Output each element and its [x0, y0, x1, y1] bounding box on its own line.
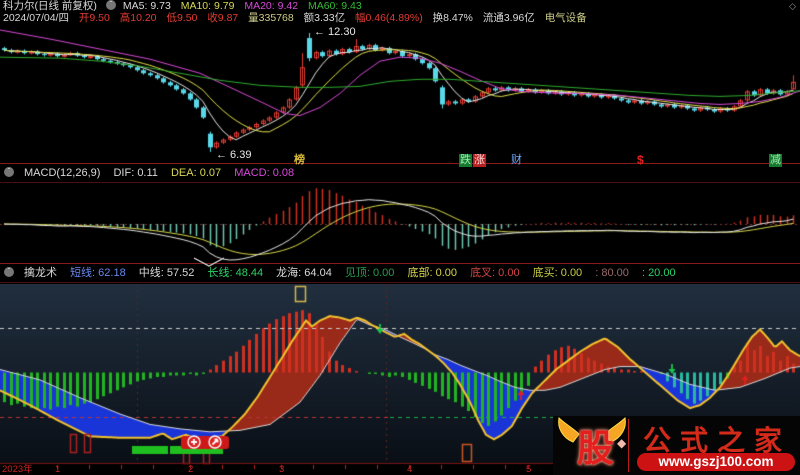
ma20-label: MA20: 9.42: [244, 0, 299, 12]
open-label: 开9.50: [78, 12, 110, 24]
quote-info-bar: 2024/07/04/四 开9.50 高10.20 低9.50 收9.87 量3…: [0, 12, 800, 25]
axis-month-4: 4: [407, 464, 413, 475]
bottom-buy-value: 底买: 0.00: [532, 267, 583, 279]
top-signal-value: 见顶: 0.00: [344, 267, 395, 279]
volume-label: 量335768: [248, 12, 294, 24]
axis-year-label: 2023年: [2, 464, 33, 475]
corner-diamond-icon[interactable]: ◇: [789, 1, 796, 11]
watermark-char-bang: 榜: [294, 154, 305, 166]
panel-divider-2[interactable]: [0, 263, 800, 264]
change-label: 幅0.46(4.89%): [355, 12, 423, 24]
axis-month-1: 1: [55, 464, 61, 475]
short-line-value: 短线: 62.18: [70, 267, 126, 279]
level-high-label: : 80.00: [595, 267, 629, 279]
collapse-macd-icon[interactable]: ˇ: [4, 167, 14, 178]
float-cap-label: 流通3.96亿: [482, 12, 535, 24]
dragon-header-underline: [0, 282, 800, 283]
macd-header-underline: [0, 182, 800, 183]
axis-month-2: 2: [188, 464, 194, 475]
watermark-char-dollar: $: [637, 153, 644, 167]
close-label: 收9.87: [207, 12, 239, 24]
watermark-char-die: 跌: [459, 154, 472, 167]
watermark-site-name: 公式之家: [642, 426, 791, 457]
bottom-signal-value: 底部: 0.00: [407, 267, 457, 279]
amount-label: 额3.33亿: [303, 12, 346, 24]
indicator-name: 擒龙术: [24, 267, 57, 279]
high-annotation: ← 12.30: [314, 26, 356, 38]
panel-divider-1[interactable]: [0, 163, 800, 164]
watermark-divider: [628, 419, 629, 472]
watermark-diamond-icon: ◆: [617, 436, 627, 450]
ma5-label: MA5: 9.73: [122, 0, 171, 12]
mid-line-value: 中线: 57.52: [138, 267, 195, 279]
macd-chart[interactable]: [0, 183, 800, 263]
longhai-value: 龙海: 64.04: [276, 267, 332, 279]
level-low-label: : 20.00: [641, 267, 676, 279]
stock-title: 科力尔(日线 前复权): [3, 0, 97, 12]
ma60-label: MA60: 9.43: [307, 0, 362, 12]
dif-value: DIF: 0.11: [113, 167, 158, 179]
watermark-char-zhang: 涨: [473, 154, 486, 167]
macd-title: MACD(12,26,9): [24, 167, 101, 179]
collapse-price-icon[interactable]: ˇ: [105, 0, 116, 11]
axis-month-5: 5: [526, 464, 532, 475]
site-watermark: 股 ◆ 公式之家 www.gszj100.com: [553, 416, 800, 475]
macd-value: MACD: 0.08: [234, 167, 295, 179]
date-label: 2024/07/04/四: [3, 12, 69, 24]
axis-month-3: 3: [279, 464, 285, 475]
dea-value: DEA: 0.07: [170, 167, 222, 179]
title-bar: 科力尔(日线 前复权) ˇ MA5: 9.73 MA10: 9.79 MA20: 9…: [0, 0, 800, 12]
watermark-gu-char: 股: [577, 429, 614, 470]
price-chart[interactable]: [0, 25, 800, 164]
long-line-value: 长线: 48.44: [207, 267, 264, 279]
turnover-label: 换8.47%: [432, 12, 473, 24]
low-label: 低9.50: [166, 12, 198, 24]
macd-header: ˇ MACD(12,26,9) DIF: 0.11 DEA: 0.07 MACD:…: [0, 165, 800, 182]
low-annotation: ← 6.39: [216, 149, 252, 161]
dragon-header: ˇ 擒龙术 短线: 62.18 中线: 57.52 长线: 48.44 龙海: 6…: [0, 265, 800, 282]
panel-resize-handle[interactable]: [193, 255, 225, 273]
watermark-site-url[interactable]: www.gszj100.com: [637, 453, 795, 471]
bottom-cross-value: 底叉: 0.00: [470, 267, 520, 279]
high-label: 高10.20: [119, 12, 157, 24]
ma10-label: MA10: 9.79: [180, 0, 235, 12]
watermark-char-cai: 财: [511, 154, 522, 166]
industry-label: 电气设备: [544, 12, 587, 24]
watermark-char-jian: 减: [769, 154, 782, 167]
collapse-dragon-icon[interactable]: ˇ: [4, 267, 14, 278]
bull-horns-icon: [558, 416, 626, 443]
